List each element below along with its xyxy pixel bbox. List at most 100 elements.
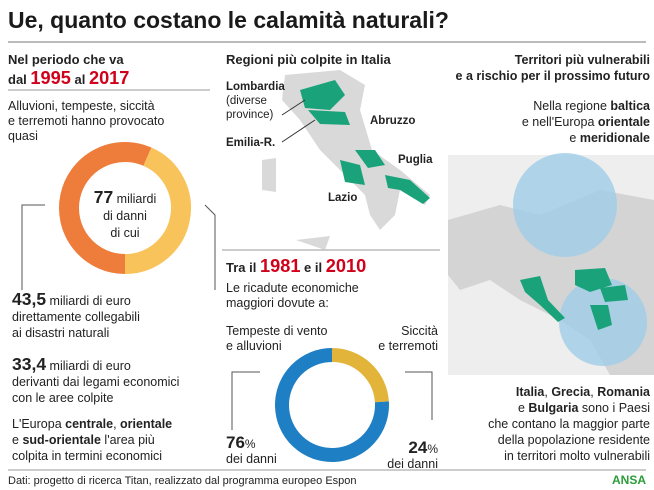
- text-run: Grecia: [551, 385, 591, 399]
- text-line: e a rischio per il prossimo futuro: [456, 69, 651, 83]
- text-line: colpita in termini economici: [12, 449, 162, 463]
- text-run: ai disastri naturali: [12, 326, 109, 340]
- title: Ue, quanto costano le calamità naturali?: [8, 7, 449, 33]
- text-run: Lazio: [328, 192, 357, 204]
- text-run: 2017: [89, 68, 129, 88]
- text-line: 43,5 miliardi di euro: [12, 289, 131, 309]
- text-line: derivanti dai legami economici: [12, 375, 179, 389]
- text-run: di danni: [103, 209, 147, 223]
- text-run: miliardi di euro: [46, 294, 131, 308]
- brand: ANSA: [612, 473, 646, 487]
- text-line: e terremoti: [378, 339, 438, 353]
- percent-value: 24: [408, 438, 427, 457]
- text-run: l'area più: [101, 433, 155, 447]
- caption: dei danni: [226, 452, 277, 466]
- text-run: 2010: [326, 256, 366, 276]
- text-run: maggiori dovute a:: [226, 296, 329, 310]
- ring-segment: [124, 147, 191, 274]
- europe-map: [448, 153, 654, 375]
- text-run: sud-orientale: [22, 433, 101, 447]
- text-line: L'Europa centrale, orientale: [12, 417, 172, 431]
- bracket: [231, 371, 433, 430]
- text-run: Romania: [597, 385, 651, 399]
- source: Dati: progetto di ricerca Titan, realizz…: [8, 475, 357, 487]
- text-run: Le ricadute economiche: [226, 281, 359, 295]
- text-run: colpita in termini economici: [12, 449, 162, 463]
- percent-label: 76%: [226, 433, 256, 452]
- text-run: direttamente collegabili: [12, 310, 140, 324]
- text-run: e terremoti hanno provocato: [8, 114, 164, 128]
- text-run: Nel periodo che va: [8, 52, 124, 67]
- text-run: miliardi: [113, 192, 156, 206]
- text-line: che contano la maggior parte: [488, 417, 650, 431]
- text-run: Lombardia: [226, 81, 285, 93]
- text-run: e nell'Europa: [522, 115, 598, 129]
- text-line: Nella regione baltica: [533, 99, 651, 113]
- text-line: maggiori dovute a:: [226, 296, 329, 310]
- text-run: quasi: [8, 129, 38, 143]
- text-line: di cui: [110, 226, 139, 240]
- text-line: della popolazione residente: [498, 433, 650, 447]
- text-line: province): [226, 109, 273, 121]
- text-line: Abruzzo: [370, 115, 415, 127]
- text-line: Lombardia: [226, 81, 285, 93]
- text-run: L'Europa: [12, 417, 65, 431]
- text-line: Emilia-R.: [226, 137, 275, 149]
- percent-unit: %: [245, 437, 256, 451]
- text-run: e il: [300, 260, 325, 275]
- text-run: derivanti dai legami economici: [12, 375, 179, 389]
- text-run: e: [569, 131, 579, 145]
- text-run: dal: [8, 72, 30, 87]
- text-run: baltica: [610, 99, 651, 113]
- ring-segment: [275, 348, 389, 462]
- text-run: e terremoti: [378, 339, 438, 353]
- text-line: Siccità: [401, 324, 438, 338]
- text-run: sono i Paesi: [578, 401, 650, 415]
- text-run: (diverse: [226, 95, 267, 107]
- text-line: direttamente collegabili: [12, 310, 140, 324]
- percent-value: 76: [226, 433, 245, 452]
- text-run: orientale: [120, 417, 172, 431]
- text-line: e meridionale: [569, 131, 650, 145]
- text-run: Alluvioni, tempeste, siccità: [8, 99, 155, 113]
- text-run: e a rischio per il prossimo futuro: [456, 69, 651, 83]
- text-run: ,: [590, 385, 597, 399]
- text-run: e: [12, 433, 22, 447]
- text-run: Territori più vulnerabili: [515, 53, 650, 67]
- text-line: Le ricadute economiche: [226, 281, 359, 295]
- text-line: Tempeste di vento: [226, 324, 327, 338]
- text-line: e Bulgaria sono i Paesi: [518, 401, 650, 415]
- text-run: Siccità: [401, 324, 438, 338]
- text-line: di danni: [103, 209, 147, 223]
- pointer: [281, 119, 316, 143]
- text-run: e: [518, 401, 528, 415]
- text-run: 1995: [30, 68, 70, 88]
- text-line: in territori molto vulnerabili: [504, 449, 650, 463]
- text-line: 77 miliardi: [94, 187, 157, 207]
- text-run: di cui: [110, 226, 139, 240]
- text-line: Lazio: [328, 192, 357, 204]
- text-run: orientale: [598, 115, 650, 129]
- text-run: in territori molto vulnerabili: [504, 449, 650, 463]
- text-line: Regioni più colpite in Italia: [226, 52, 391, 67]
- text-run: centrale: [65, 417, 113, 431]
- text-run: e alluvioni: [226, 339, 282, 353]
- caption: dei danni: [387, 457, 438, 471]
- text-run: meridionale: [580, 131, 650, 145]
- text-run: Nella regione: [533, 99, 610, 113]
- text-line: 33,4 miliardi di euro: [12, 354, 131, 374]
- text-line: Puglia: [398, 154, 433, 166]
- text-run: province): [226, 109, 273, 121]
- text-line: Tra il 1981 e il 2010: [226, 256, 366, 276]
- text-line: e terremoti hanno provocato: [8, 114, 164, 128]
- text-line: e sud-orientale l'area più: [12, 433, 155, 447]
- text-run: miliardi di euro: [46, 359, 131, 373]
- text-run: al: [71, 72, 89, 87]
- text-run: Tra il: [226, 260, 260, 275]
- text-line: Nel periodo che va: [8, 52, 124, 67]
- ring-segment: [59, 142, 152, 274]
- text-line: quasi: [8, 129, 38, 143]
- text-run: Regioni più colpite in Italia: [226, 52, 391, 67]
- text-run: Italia: [516, 385, 546, 399]
